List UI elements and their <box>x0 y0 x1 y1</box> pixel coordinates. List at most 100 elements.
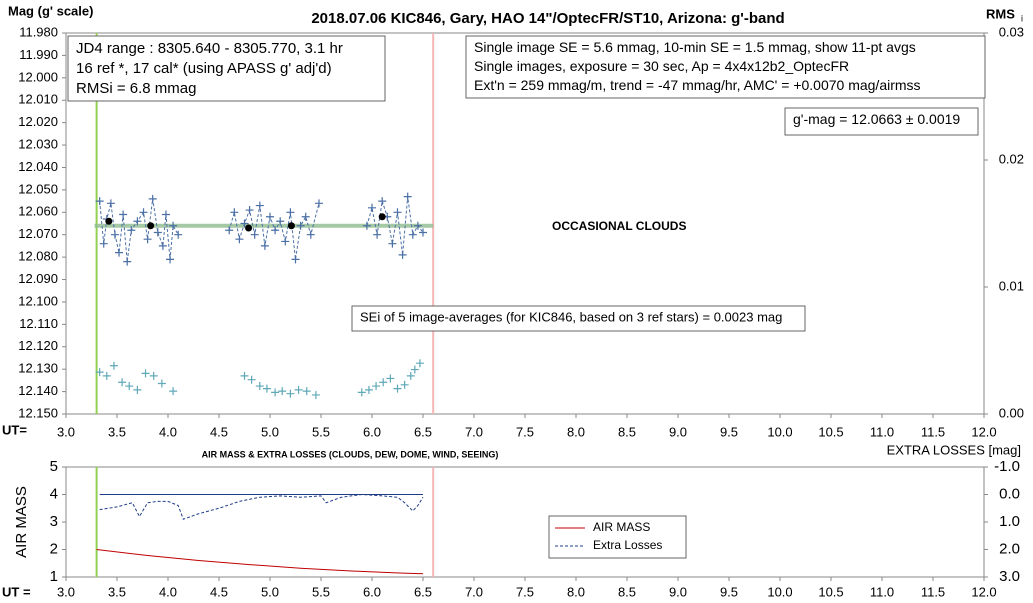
x-tick-label: 5.5 <box>312 584 330 599</box>
point <box>415 359 424 368</box>
y-tick-label: 12.010 <box>18 92 58 107</box>
series-line <box>99 493 424 520</box>
x-tick-label: 5.0 <box>261 584 279 599</box>
x-tick-label: 12.0 <box>971 584 996 599</box>
point <box>301 212 310 221</box>
y-tick-label: 12.060 <box>18 204 58 219</box>
y2-tick-label: 0.0 <box>999 485 1020 502</box>
y-tick-label: 11.980 <box>19 24 58 39</box>
legend-box <box>548 515 687 559</box>
x-tick-label: 10.5 <box>818 424 843 439</box>
point <box>408 230 417 239</box>
point <box>291 255 300 264</box>
point <box>105 217 113 225</box>
x-tick-label: 7.0 <box>465 424 483 439</box>
point <box>406 371 415 380</box>
point <box>364 385 373 394</box>
point <box>161 210 170 219</box>
plot-area <box>65 466 985 578</box>
point <box>225 226 234 235</box>
point <box>158 241 167 250</box>
point <box>372 382 381 391</box>
x-tick-label: 10.0 <box>767 424 792 439</box>
legend-label: AIR MASS <box>593 520 650 534</box>
point <box>388 239 397 248</box>
point <box>110 230 119 239</box>
point <box>403 192 412 201</box>
y2-label: EXTRA LOSSES [mag] <box>887 442 1021 457</box>
x-tick-label: 4.5 <box>210 584 228 599</box>
point <box>302 387 311 396</box>
point <box>314 199 323 208</box>
y-tick-label: 11.990 <box>19 47 58 62</box>
point <box>362 221 371 230</box>
x-tick-label: 9.0 <box>669 584 687 599</box>
point <box>174 230 183 239</box>
annotation: Single images, exposure = 30 sec, Ap = 4… <box>474 58 849 74</box>
x-tick-label: 11.0 <box>870 424 894 439</box>
x-tick-label: 3.0 <box>57 584 75 599</box>
point <box>260 241 269 250</box>
y-tick-label: 5 <box>50 458 58 475</box>
point <box>271 226 280 235</box>
point <box>368 203 376 212</box>
point <box>393 384 402 393</box>
x-label: UT= <box>2 422 27 437</box>
point <box>166 255 175 264</box>
x-tick-label: 9.0 <box>669 424 687 439</box>
x-tick-label: 4.0 <box>159 424 177 439</box>
point <box>245 206 254 215</box>
point <box>357 388 366 397</box>
x-tick-label: 6.5 <box>414 584 432 599</box>
point <box>95 197 104 206</box>
y-tick-label: 4 <box>50 485 58 502</box>
x-tick-label: 11.0 <box>870 584 894 599</box>
y-label: Mag (g' scale) <box>8 3 93 18</box>
y-tick-label: 12.100 <box>18 293 58 308</box>
point <box>296 221 305 230</box>
point <box>281 237 290 246</box>
point <box>266 212 274 221</box>
y-tick-label: 12.020 <box>18 114 58 129</box>
x-tick-label: 8.0 <box>567 584 585 599</box>
x-tick-label: 10.5 <box>818 584 843 599</box>
point <box>115 248 124 257</box>
point <box>378 213 386 221</box>
x-tick-label: 4.0 <box>159 584 177 599</box>
y-tick-label: 12.070 <box>18 226 58 241</box>
point <box>139 208 148 217</box>
x-tick-label: 6.0 <box>363 424 381 439</box>
y2-tick-label: 0.03 <box>999 24 1024 39</box>
annotation: RMSi = 6.8 mmag <box>76 80 196 97</box>
y-tick-label: 12.150 <box>18 405 58 420</box>
point <box>419 228 427 237</box>
y2-tick-label: 0.01 <box>999 278 1024 293</box>
point <box>123 257 132 266</box>
point <box>271 388 280 397</box>
y-tick-label: 12.050 <box>18 181 58 196</box>
point <box>379 378 388 387</box>
point <box>141 369 150 378</box>
point <box>311 390 320 399</box>
legend-label: Extra Losses <box>593 538 662 552</box>
point <box>147 222 155 230</box>
y2-tick-label: 2.0 <box>999 540 1020 557</box>
y-label: AIR MASS <box>13 486 30 558</box>
x-tick-label: 11.5 <box>921 424 945 439</box>
y-tick-label: 12.040 <box>18 159 58 174</box>
annotation: SEi of 5 image-averages (for KIC846, bas… <box>360 309 782 324</box>
point <box>413 221 422 230</box>
annotation: g'-mag = 12.0663 ± 0.0019 <box>793 111 960 127</box>
point <box>262 384 271 393</box>
y2-label-sub: i <box>1021 13 1023 23</box>
y2-tick-label: 0.02 <box>999 151 1024 166</box>
y-tick-label: 12.120 <box>18 338 58 353</box>
chart-title: 2018.07.06 KIC846, Gary, HAO 14"/OptecFR… <box>311 10 784 27</box>
x-tick-label: 12.0 <box>971 424 996 439</box>
point <box>276 217 285 226</box>
point <box>109 361 118 370</box>
point <box>240 371 249 380</box>
x-tick-label: 8.5 <box>618 584 636 599</box>
point <box>247 375 256 384</box>
x-tick-label: 7.5 <box>516 424 534 439</box>
